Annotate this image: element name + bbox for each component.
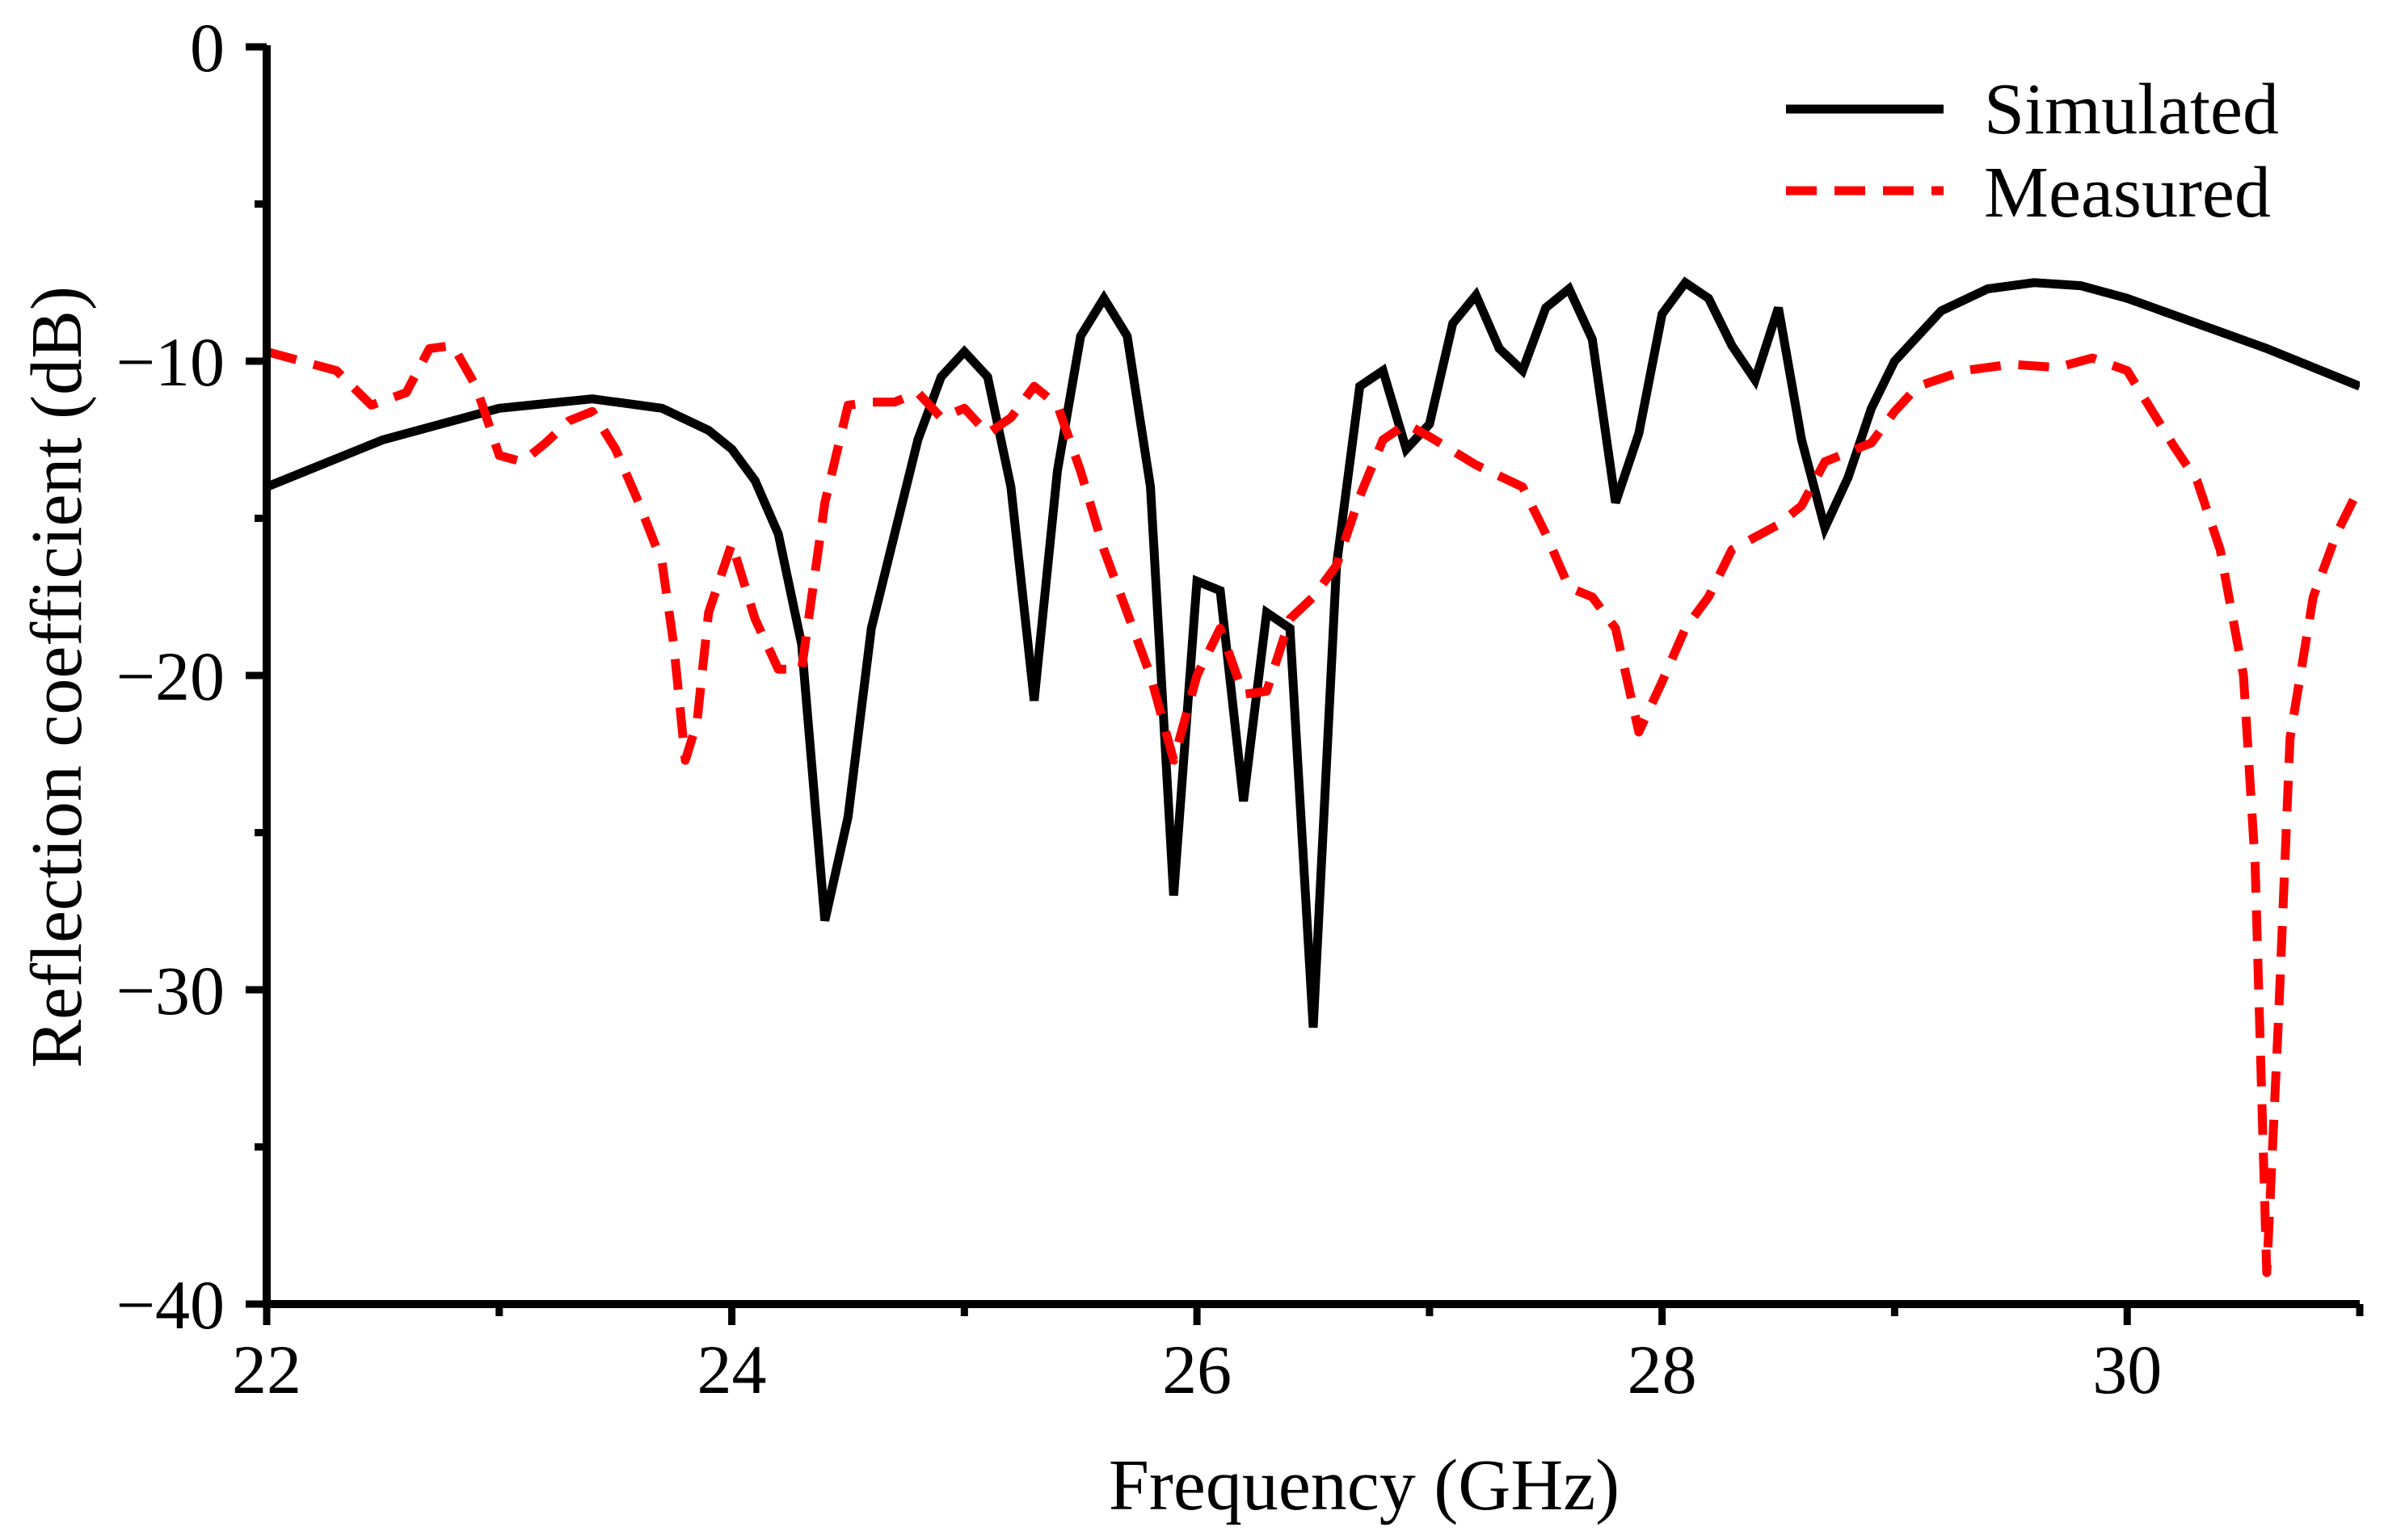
legend: Simulated Measured xyxy=(1786,69,2279,233)
x-tick-label: 26 xyxy=(1162,1331,1232,1408)
x-tick-label: 22 xyxy=(232,1331,301,1408)
x-tick-label: 24 xyxy=(697,1331,767,1408)
series-layer xyxy=(267,276,2360,1277)
y-tick-label: 0 xyxy=(190,9,225,86)
ticks-layer: 22 24 26 28 30 −40 −30 −20 −10 0 xyxy=(116,9,2364,1408)
y-tick-label: −20 xyxy=(116,637,225,715)
legend-label-simulated: Simulated xyxy=(1984,69,2279,149)
y-tick-label: −10 xyxy=(116,323,225,401)
measured-series-line xyxy=(267,341,2360,1277)
x-axis-title: Frequency (GHz) xyxy=(1109,1445,1620,1525)
legend-label-measured: Measured xyxy=(1984,153,2271,233)
x-tick-label: 30 xyxy=(2092,1331,2162,1408)
y-axis-title: Reflection coefficient (dB) xyxy=(17,286,97,1068)
y-tick-label: −30 xyxy=(116,952,225,1029)
y-tick-label: −40 xyxy=(116,1266,225,1344)
x-tick-label: 28 xyxy=(1628,1331,1697,1408)
